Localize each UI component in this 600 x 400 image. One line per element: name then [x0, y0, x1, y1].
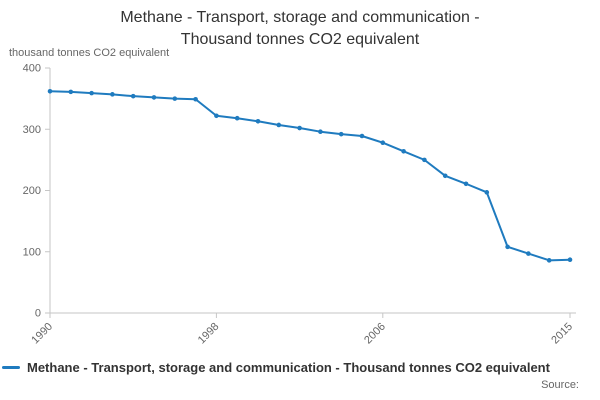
- legend-label: Methane - Transport, storage and communi…: [27, 360, 550, 375]
- data-point-marker: [422, 157, 427, 163]
- data-point-marker: [463, 181, 469, 187]
- data-point-marker: [234, 115, 240, 121]
- legend-line-swatch: [2, 366, 20, 369]
- data-point-marker: [130, 93, 136, 99]
- data-point-marker: [68, 89, 74, 95]
- data-point-marker: [546, 258, 552, 263]
- data-point-marker: [380, 140, 386, 146]
- x-axis-tick-label: 1990: [29, 321, 55, 347]
- data-point-marker: [276, 122, 282, 128]
- data-point-marker: [172, 96, 178, 101]
- data-point-marker: [255, 118, 261, 124]
- data-point-marker: [318, 129, 323, 134]
- data-point-marker: [47, 88, 53, 94]
- y-axis-tick-label: 400: [23, 63, 41, 75]
- data-point-marker: [505, 244, 510, 250]
- y-axis-tick-label: 200: [23, 185, 41, 197]
- data-point-marker: [193, 96, 198, 102]
- data-series-line: [49, 90, 571, 262]
- data-point-marker: [401, 149, 406, 154]
- data-point-marker: [89, 90, 94, 96]
- source-label: Source:: [541, 379, 579, 391]
- data-point-marker: [297, 125, 302, 131]
- data-point-marker: [526, 251, 531, 256]
- data-point-marker: [110, 92, 115, 97]
- x-axis-tick-label: 2015: [549, 321, 575, 347]
- y-axis-unit-label: thousand tonnes CO2 equivalent: [9, 47, 170, 59]
- legend-item[interactable]: Methane - Transport, storage and communi…: [2, 360, 600, 375]
- data-point-marker: [484, 190, 490, 195]
- data-point-marker: [567, 257, 573, 263]
- data-point-marker: [151, 95, 157, 100]
- y-axis-tick-label: 300: [23, 124, 41, 136]
- chart-title: Methane - Transport, storage and communi…: [120, 9, 480, 48]
- y-axis-tick-label: 0: [35, 308, 41, 320]
- y-axis-tick-label: 100: [23, 246, 41, 258]
- data-point-marker: [214, 113, 219, 119]
- x-axis-tick-label: 2006: [362, 321, 388, 347]
- data-point-marker: [359, 133, 365, 139]
- x-axis-tick-label: 1998: [196, 321, 222, 347]
- data-point-marker: [442, 173, 448, 179]
- data-point-marker: [338, 131, 344, 137]
